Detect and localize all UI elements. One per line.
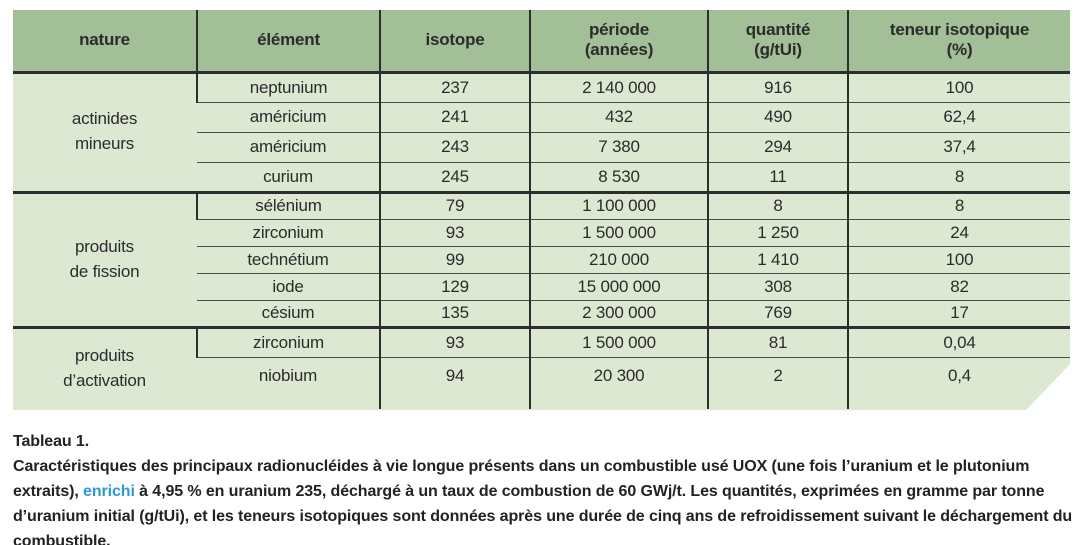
caption-label: Tableau 1. (13, 433, 90, 450)
isotope-cell: 243 (380, 132, 530, 162)
teneur-cell: 8 (848, 192, 1070, 219)
periode-cell: 1 500 000 (530, 327, 708, 357)
periode-cell: 1 100 000 (530, 192, 708, 219)
table-row: américium 241 432 490 62,4 (13, 102, 1070, 132)
teneur-cell: 62,4 (848, 102, 1070, 132)
isotope-cell: 94 (380, 357, 530, 409)
element-cell: technétium (197, 246, 380, 273)
header-isotope: isotope (380, 10, 530, 72)
element-cell: niobium (197, 357, 380, 409)
quantite-cell: 308 (708, 273, 848, 300)
table-caption: Tableau 1. Caractéristiques des principa… (13, 429, 1073, 545)
teneur-cell: 100 (848, 72, 1070, 102)
table-row: américium 243 7 380 294 37,4 (13, 132, 1070, 162)
quantite-cell: 1 250 (708, 219, 848, 246)
table-row: produits d’activation zirconium 93 1 500… (13, 327, 1070, 357)
radionuclide-table-figure: nature élément isotope période (années) … (13, 10, 1070, 410)
header-teneur: teneur isotopique (%) (848, 10, 1070, 72)
periode-cell: 8 530 (530, 162, 708, 192)
element-cell: sélénium (197, 192, 380, 219)
periode-cell: 2 300 000 (530, 300, 708, 327)
element-cell: iode (197, 273, 380, 300)
radionuclide-table: nature élément isotope période (années) … (13, 10, 1070, 409)
table-row: iode 129 15 000 000 308 82 (13, 273, 1070, 300)
periode-cell: 2 140 000 (530, 72, 708, 102)
caption-text: Caractéristiques des principaux radionuc… (13, 454, 1073, 545)
header-periode: période (années) (530, 10, 708, 72)
periode-cell: 7 380 (530, 132, 708, 162)
quantite-cell: 490 (708, 102, 848, 132)
isotope-cell: 135 (380, 300, 530, 327)
periode-cell: 1 500 000 (530, 219, 708, 246)
table-row: césium 135 2 300 000 769 17 (13, 300, 1070, 327)
periode-cell: 20 300 (530, 357, 708, 409)
element-cell: américium (197, 132, 380, 162)
table-row: curium 245 8 530 11 8 (13, 162, 1070, 192)
teneur-cell: 0,04 (848, 327, 1070, 357)
isotope-cell: 93 (380, 327, 530, 357)
element-cell: américium (197, 102, 380, 132)
isotope-cell: 79 (380, 192, 530, 219)
quantite-cell: 1 410 (708, 246, 848, 273)
nature-cell-actinides-mineurs: actinides mineurs (13, 72, 197, 192)
element-cell: césium (197, 300, 380, 327)
caption-highlight-enrichi: enrichi (83, 483, 135, 500)
teneur-cell: 37,4 (848, 132, 1070, 162)
header-row: nature élément isotope période (années) … (13, 10, 1070, 72)
nature-cell-produits-de-fission: produits de fission (13, 192, 197, 327)
isotope-cell: 129 (380, 273, 530, 300)
table-row: zirconium 93 1 500 000 1 250 24 (13, 219, 1070, 246)
table-row: produits de fission sélénium 79 1 100 00… (13, 192, 1070, 219)
quantite-cell: 8 (708, 192, 848, 219)
teneur-cell: 8 (848, 162, 1070, 192)
isotope-cell: 237 (380, 72, 530, 102)
caption-text-before: Caractéristiques des principaux radionuc… (13, 458, 1030, 500)
header-nature: nature (13, 10, 197, 72)
isotope-cell: 99 (380, 246, 530, 273)
periode-cell: 432 (530, 102, 708, 132)
table-row: technétium 99 210 000 1 410 100 (13, 246, 1070, 273)
element-cell: neptunium (197, 72, 380, 102)
nature-cell-produits-activation: produits d’activation (13, 327, 197, 409)
header-element: élément (197, 10, 380, 72)
teneur-cell: 100 (848, 246, 1070, 273)
teneur-cell: 82 (848, 273, 1070, 300)
header-quantite: quantité (g/tUi) (708, 10, 848, 72)
isotope-cell: 241 (380, 102, 530, 132)
element-cell: zirconium (197, 327, 380, 357)
teneur-cell: 24 (848, 219, 1070, 246)
quantite-cell: 769 (708, 300, 848, 327)
quantite-cell: 11 (708, 162, 848, 192)
teneur-cell: 0,4 (848, 357, 1070, 409)
element-cell: curium (197, 162, 380, 192)
quantite-cell: 294 (708, 132, 848, 162)
isotope-cell: 93 (380, 219, 530, 246)
quantite-cell: 2 (708, 357, 848, 409)
caption-text-after: à 4,95 % en uranium 235, déchargé à un t… (13, 483, 1073, 545)
quantite-cell: 81 (708, 327, 848, 357)
periode-cell: 210 000 (530, 246, 708, 273)
isotope-cell: 245 (380, 162, 530, 192)
element-cell: zirconium (197, 219, 380, 246)
teneur-cell: 17 (848, 300, 1070, 327)
table-row: actinides mineurs neptunium 237 2 140 00… (13, 72, 1070, 102)
periode-cell: 15 000 000 (530, 273, 708, 300)
table-row: niobium 94 20 300 2 0,4 (13, 357, 1070, 409)
quantite-cell: 916 (708, 72, 848, 102)
